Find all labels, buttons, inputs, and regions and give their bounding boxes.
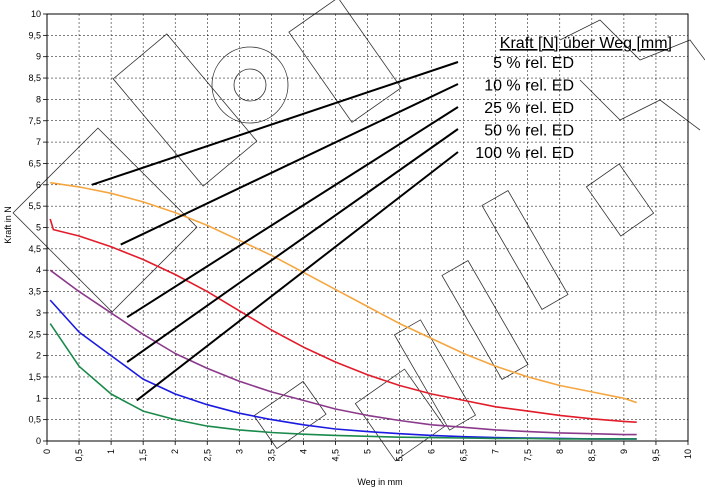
leader-line [91,61,459,186]
y-tick-label: 4,5 [28,244,41,254]
legend: 5 % rel. ED 10 % rel. ED 25 % rel. ED 50 % … [475,55,574,162]
y-tick-label: 3 [36,308,41,318]
y-tick-label: 1,5 [28,372,41,382]
y-tick-label: 7,5 [28,116,41,126]
legend-entry: 10 % rel. ED [484,78,574,95]
y-tick-label: 10 [31,9,41,19]
x-tick-label: 8 [555,449,565,454]
x-tick-label: 6,5 [459,449,469,462]
x-tick-label: 9 [619,449,629,454]
legend-entry: 25 % rel. ED [484,100,574,117]
legend-entry: 5 % rel. ED [493,55,574,72]
x-tick-label: 5 [363,449,373,454]
y-tick-label: 8,5 [28,73,41,83]
y-axis-ticks: 0 0,5 1 1,5 2 2,5 3 3,5 4 4,5 5 5,5 6 6,5 7 7,5 8 8,5 9 9,5… [28,9,47,446]
y-tick-label: 9,5 [28,30,41,40]
x-tick-label: 5,5 [395,449,405,462]
x-tick-label: 9,5 [651,449,661,462]
leader-line [120,83,459,246]
y-tick-label: 1 [36,393,41,403]
leader-line [136,151,459,402]
x-tick-label: 3,5 [266,449,276,462]
y-tick-label: 4 [36,265,41,275]
y-tick-label: 9 [36,52,41,62]
series-line-1 [49,218,637,423]
y-axis-title: Kraft in N [3,206,13,244]
series-line-3 [49,299,637,440]
x-tick-label: 4 [298,449,308,454]
watermark-graphic [12,0,705,462]
y-tick-label: 5,5 [28,201,41,211]
y-tick-label: 0,5 [28,415,41,425]
x-tick-label: 10 [683,449,693,459]
x-tick-label: 2,5 [202,449,212,462]
y-tick-label: 6 [36,180,41,190]
series-layer [49,181,637,440]
y-tick-label: 2 [36,351,41,361]
leader-line [126,128,459,363]
x-axis-ticks: 0 0,5 1 1,5 2 2,5 3 3,5 4 4,5 5 5,5 6 6,5 7 7,5 8 8,5 9 9,5… [42,441,693,462]
x-tick-label: 6 [427,449,437,454]
grid [47,14,688,441]
x-tick-label: 4,5 [330,449,340,462]
legend-entry: 100 % rel. ED [475,145,574,162]
legend-entry: 50 % rel. ED [484,123,574,140]
series-line-0 [50,181,637,404]
x-tick-label: 7 [491,449,501,454]
y-tick-label: 5 [36,223,41,233]
series-line-2 [49,269,637,436]
legend-leader-lines [91,61,459,402]
y-tick-label: 2,5 [28,329,41,339]
legend-title: Kraft [N] über Weg [mm] [500,35,672,52]
y-tick-label: 0 [36,436,41,446]
x-tick-label: 1,5 [138,449,148,462]
leader-line [126,106,459,319]
x-tick-label: 3 [234,449,244,454]
y-tick-label: 6,5 [28,158,41,168]
y-tick-label: 3,5 [28,287,41,297]
series-line-4 [49,323,637,440]
y-tick-label: 8 [36,94,41,104]
x-tick-label: 8,5 [587,449,597,462]
x-axis-title: Weg in mm [357,477,402,487]
x-tick-label: 0,5 [74,449,84,462]
x-tick-label: 0 [42,449,52,454]
y-tick-label: 7 [36,137,41,147]
x-tick-label: 1 [106,449,116,454]
x-tick-label: 2 [170,449,180,454]
x-tick-label: 7,5 [523,449,533,462]
